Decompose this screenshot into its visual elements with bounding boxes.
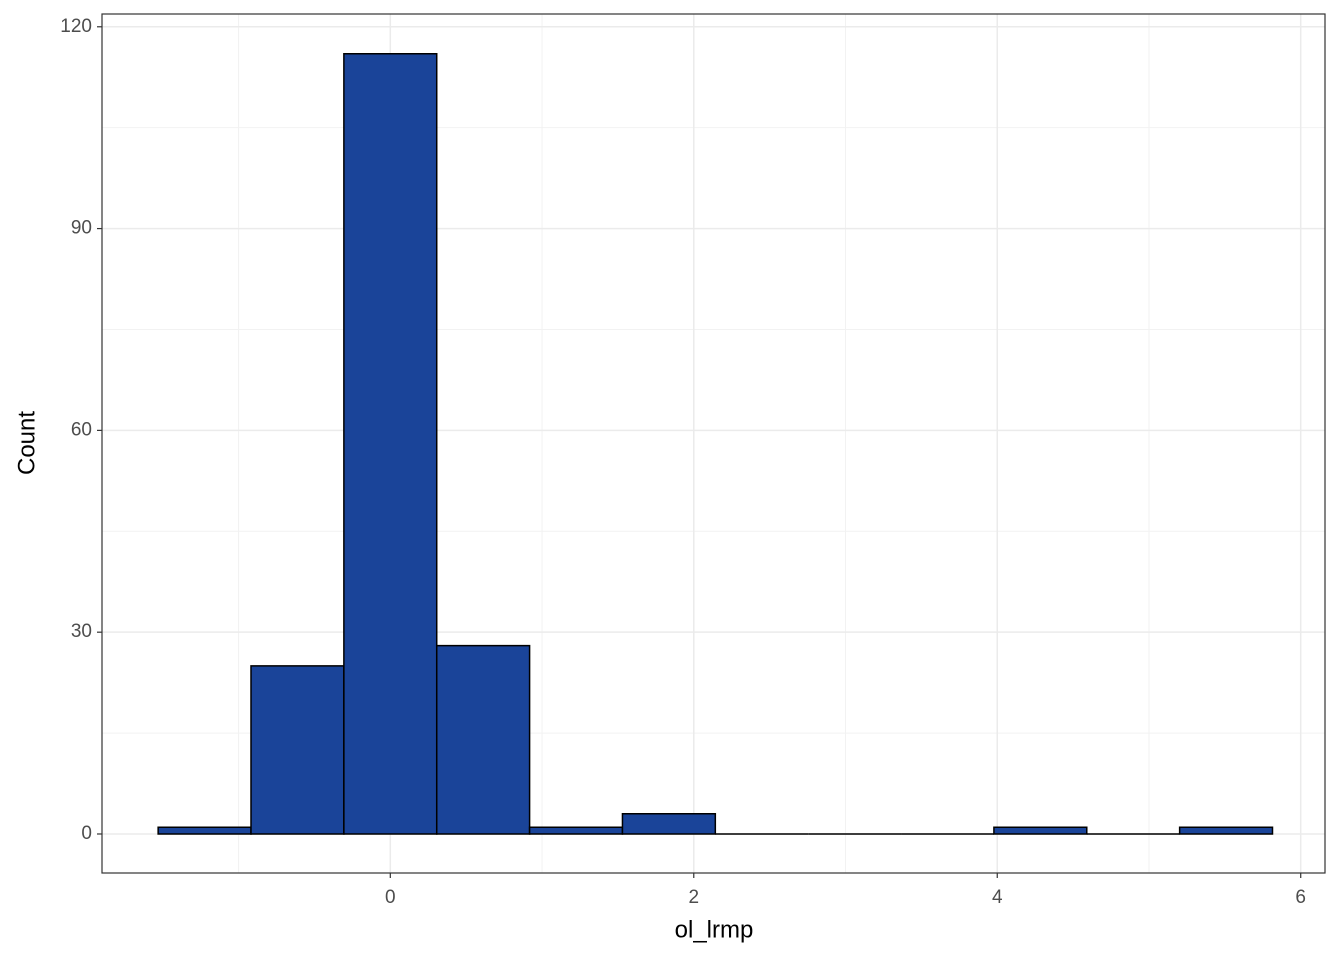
bar xyxy=(621,813,717,835)
bar xyxy=(250,665,345,835)
bar xyxy=(435,644,531,835)
x-tick-label: 2 xyxy=(688,887,699,908)
bar xyxy=(1178,826,1274,835)
bar xyxy=(343,52,438,835)
x-tick-label: 6 xyxy=(1295,887,1306,908)
y-tick-label: 120 xyxy=(60,16,92,37)
panel-border xyxy=(101,13,1326,874)
x-axis-title: ol_lrmp xyxy=(675,916,754,943)
y-tick-label: 30 xyxy=(71,621,92,642)
bar xyxy=(528,826,624,835)
x-tick-label: 4 xyxy=(992,887,1003,908)
y-tick-label: 90 xyxy=(71,218,92,239)
bar xyxy=(157,826,252,835)
y-axis-title: Count xyxy=(13,411,40,475)
y-tick-label: 60 xyxy=(71,419,92,440)
y-tick-label: 0 xyxy=(81,823,92,844)
bar xyxy=(993,826,1088,835)
bars xyxy=(157,52,1274,835)
x-tick-label: 0 xyxy=(385,887,396,908)
